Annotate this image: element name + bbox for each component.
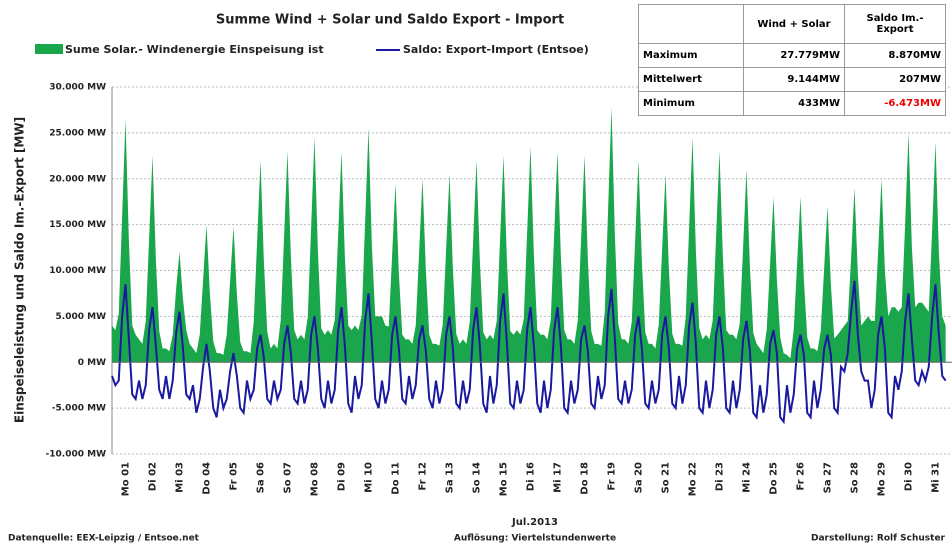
area — [112, 107, 946, 363]
y-axis-label: Einspeiseleistung und Saldo Im.-Export [… — [13, 117, 27, 423]
x-tick-label: Fr 12 — [418, 462, 429, 491]
line — [111, 280, 947, 425]
footer-resolution: Auflösung: Viertelstundenwerte — [454, 534, 616, 544]
footer-source: Datenquelle: EEX-Leipzig / Entsoe.net — [8, 534, 200, 544]
x-tick-label: Mo 22 — [688, 462, 699, 496]
x-tick-label: Mo 01 — [121, 462, 132, 496]
x-tick-label: Do 11 — [391, 462, 402, 495]
x-tick-label: So 28 — [850, 462, 861, 494]
legend-label: Sume Solar.- Windenergie Einspeisung ist — [65, 43, 324, 56]
x-tick-label: So 14 — [472, 462, 483, 494]
footer-author: Darstellung: Rolf Schuster — [811, 534, 946, 544]
cell: 207MW — [844, 67, 946, 92]
y-tick-label: 0 MW — [78, 358, 106, 368]
x-tick-label: Do 18 — [580, 462, 591, 495]
x-tick-label: So 07 — [283, 462, 294, 494]
x-tick-label: Mi 24 — [742, 462, 753, 493]
x-tick-label: Fr 26 — [796, 462, 807, 491]
x-tick-label: Do 25 — [769, 462, 780, 495]
table-corner — [638, 4, 744, 44]
y-tick-label: -10.000 MW — [46, 450, 107, 460]
x-tick-label: Di 09 — [337, 462, 348, 491]
cell: -6.473MW — [844, 91, 946, 116]
x-tick-label: Di 02 — [148, 462, 159, 491]
x-tick-label: Mi 31 — [931, 462, 942, 493]
x-tick-label: Mo 15 — [499, 462, 510, 496]
x-tick-label: Sa 27 — [823, 462, 834, 493]
cell: 9.144MW — [743, 67, 845, 92]
row-label: Mittelwert — [638, 67, 744, 92]
y-tick-label: 30.000 MW — [49, 83, 106, 93]
y-tick-label: 25.000 MW — [49, 128, 106, 138]
table-header: Wind + Solar — [743, 4, 845, 44]
y-tick-label: -5.000 MW — [52, 404, 106, 414]
x-tick-label: Di 30 — [904, 462, 915, 491]
y-tick-label: 10.000 MW — [49, 266, 106, 276]
x-tick-label: Di 16 — [526, 462, 537, 491]
legend-label: Saldo: Export-Import (Entsoe) — [403, 43, 589, 56]
x-tick-label: Mi 17 — [553, 462, 564, 493]
x-axis-label: Jul.2013 — [511, 517, 558, 528]
x-tick-label: Sa 06 — [256, 462, 267, 493]
x-tick-label: Di 23 — [715, 462, 726, 491]
y-tick-label: 5.000 MW — [56, 312, 107, 322]
x-tick-label: Mo 29 — [877, 462, 888, 496]
cell: 8.870MW — [844, 43, 946, 68]
cell: 27.779MW — [743, 43, 845, 68]
x-tick-label: Mi 03 — [175, 462, 186, 493]
x-tick-label: Mo 08 — [310, 462, 321, 496]
y-tick-label: 20.000 MW — [49, 174, 106, 184]
x-tick-label: Fr 05 — [229, 462, 240, 491]
x-tick-label: Sa 13 — [445, 462, 456, 493]
table-header: Saldo Im.-Export — [844, 4, 946, 44]
legend-swatch — [35, 44, 63, 54]
x-tick-label: So 21 — [661, 462, 672, 494]
x-tick-label: Sa 20 — [634, 462, 645, 493]
x-tick-label: Mi 10 — [364, 462, 375, 493]
row-label: Maximum — [638, 43, 744, 68]
chart-title: Summe Wind + Solar und Saldo Export - Im… — [216, 13, 564, 28]
x-tick-label: Fr 19 — [607, 462, 618, 491]
row-label: Minimum — [638, 91, 744, 116]
cell: 433MW — [743, 91, 845, 116]
stats-table: Wind + Solar Saldo Im.-Export Maximum 27.7… — [638, 4, 946, 116]
y-tick-label: 15.000 MW — [49, 220, 106, 230]
x-tick-label: Do 04 — [202, 462, 213, 495]
